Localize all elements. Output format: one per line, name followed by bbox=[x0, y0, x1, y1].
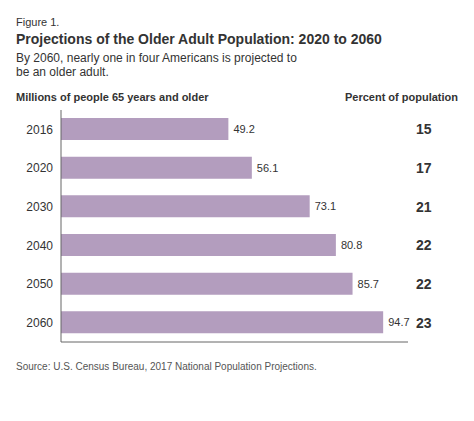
svg-text:15: 15 bbox=[416, 121, 432, 137]
svg-text:23: 23 bbox=[416, 315, 432, 331]
svg-text:73.1: 73.1 bbox=[315, 200, 336, 212]
svg-text:94.7: 94.7 bbox=[388, 316, 409, 328]
svg-text:49.2: 49.2 bbox=[233, 123, 254, 135]
svg-text:2020: 2020 bbox=[26, 161, 53, 175]
svg-text:56.1: 56.1 bbox=[257, 162, 278, 174]
svg-text:2030: 2030 bbox=[26, 200, 53, 214]
html-text:Percent of population: Percent of population bbox=[344, 91, 458, 103]
svg-text:80.8: 80.8 bbox=[341, 239, 362, 251]
svg-text:22: 22 bbox=[416, 276, 432, 292]
svg-text:2060: 2060 bbox=[26, 316, 53, 330]
svg-text:85.7: 85.7 bbox=[358, 278, 379, 290]
svg-text:2040: 2040 bbox=[26, 239, 53, 253]
svg-text:21: 21 bbox=[416, 199, 432, 215]
svg-text:17: 17 bbox=[416, 160, 432, 176]
html-text:Source: U.S. Census Bureau, 20: Source: U.S. Census Bureau, 2017 Nationa… bbox=[16, 361, 317, 372]
svg-text:2016: 2016 bbox=[26, 123, 53, 137]
html-text:Figure 1.: Figure 1. bbox=[16, 16, 60, 28]
html-text:Projections of the Older Adult: Projections of the Older Adult Populatio… bbox=[16, 31, 382, 47]
svg-text:22: 22 bbox=[416, 237, 432, 253]
html-text:By 2060, nearly one in four Am: By 2060, nearly one in four Americans is… bbox=[16, 51, 297, 79]
html-text:Millions of people 65 years an: Millions of people 65 years and older bbox=[16, 91, 209, 103]
svg-text:2050: 2050 bbox=[26, 277, 53, 291]
